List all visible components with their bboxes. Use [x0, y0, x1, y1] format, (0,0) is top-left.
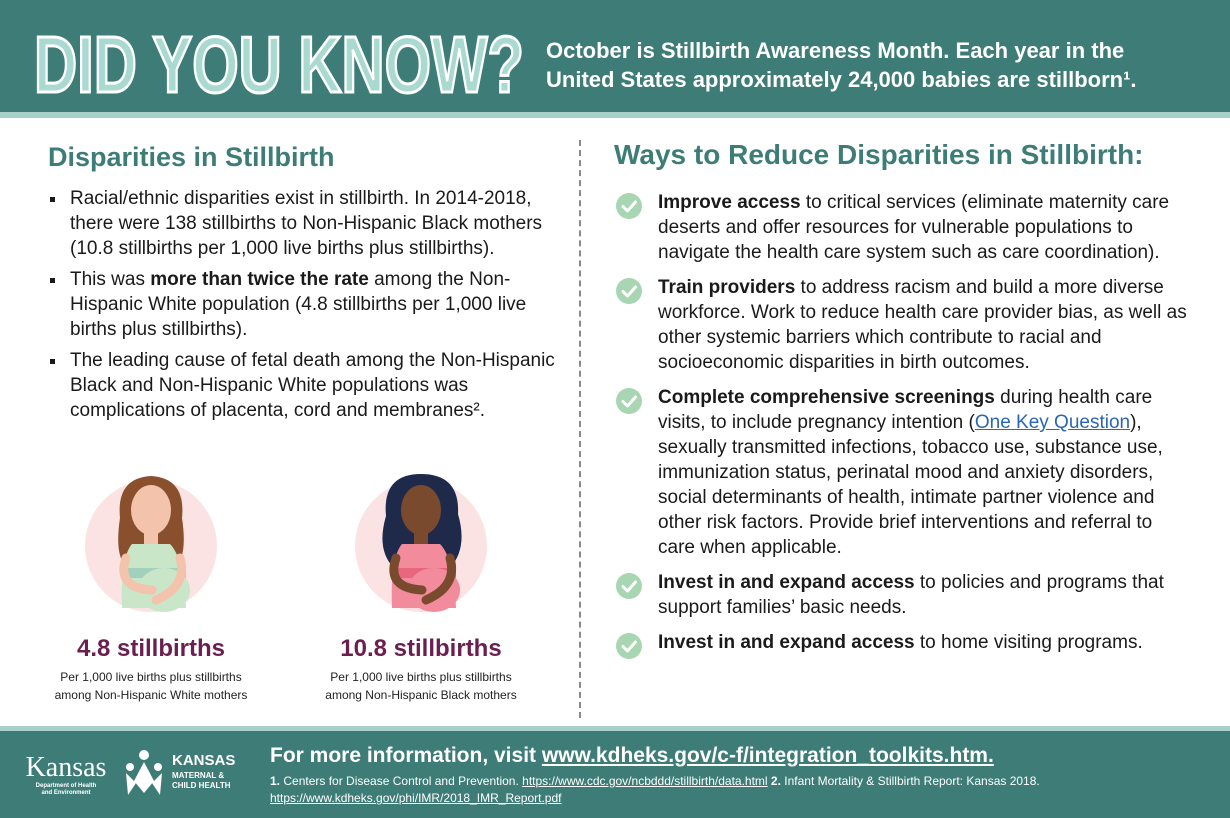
awareness-intro-line1: October is Stillbirth Awareness Month. E… — [546, 38, 1125, 63]
ways-section: Ways to Reduce Disparities in Stillbirth… — [614, 138, 1194, 665]
list-item: The leading cause of fetal death among t… — [50, 348, 563, 423]
check-circle-icon — [616, 388, 642, 414]
ways-title: Ways to Reduce Disparities in Stillbirth… — [614, 139, 1144, 170]
header-banner: DID YOU KNOW? October is Stillbirth Awar… — [0, 0, 1230, 118]
kdhe-logo: Kansas Department of Health and Environm… — [25, 752, 107, 797]
figure-white-mothers: 4.8 stillbirths Per 1,000 live births pl… — [36, 458, 266, 704]
list-item: Improve access to critical services (eli… — [614, 190, 1194, 265]
stat-description: Per 1,000 live births plus stillbirths a… — [325, 670, 517, 702]
list-item: Invest in and expand access to home visi… — [614, 630, 1194, 659]
list-item: Train providers to address racism and bu… — [614, 275, 1194, 375]
column-divider — [579, 140, 581, 718]
awareness-intro: October is Stillbirth Awareness Month. E… — [546, 36, 1216, 94]
check-circle-icon — [616, 633, 642, 659]
ways-list: Improve access to critical services (eli… — [614, 190, 1194, 659]
more-info-line: For more information, visit www.kdheks.g… — [270, 744, 994, 767]
family-figures-icon — [126, 750, 162, 795]
references: 1. Centers for Disease Control and Preve… — [270, 774, 1040, 805]
disparities-title: Disparities in Stillbirth — [48, 142, 335, 172]
disparities-list: Racial/ethnic disparities exist in still… — [50, 186, 563, 423]
check-circle-icon — [616, 278, 642, 304]
stat-description: Per 1,000 live births plus stillbirths a… — [54, 670, 248, 702]
imr-report-link[interactable]: https://www.kdheks.gov/phi/IMR/2018_IMR_… — [270, 791, 562, 805]
list-item: This was more than twice the rate among … — [50, 267, 563, 342]
pregnant-woman-illustration — [85, 476, 217, 612]
did-you-know-heading: DID YOU KNOW? — [33, 19, 526, 107]
list-item: Invest in and expand access to policies … — [614, 570, 1194, 620]
pregnant-woman-illustration — [355, 474, 487, 612]
svg-text:DID YOU KNOW?: DID YOU KNOW? — [34, 20, 524, 106]
toolkit-link[interactable]: www.kdheks.gov/c-f/integration_toolkits.… — [541, 744, 994, 767]
footer: Kansas Department of Health and Environm… — [0, 726, 1230, 818]
awareness-intro-line2: United States approximately 24,000 babie… — [546, 67, 1137, 92]
stat-value: 4.8 stillbirths — [76, 635, 226, 662]
check-circle-icon — [616, 573, 642, 599]
stat-value: 10.8 stillbirths — [340, 635, 502, 662]
list-item: Racial/ethnic disparities exist in still… — [50, 186, 563, 261]
disparities-section: Disparities in Stillbirth Racial/ethnic … — [48, 140, 563, 429]
kansas-mch-logo: KANSAS MATERNAL & CHILD HEALTH — [120, 747, 245, 807]
one-key-question-link[interactable]: One Key Question — [974, 412, 1131, 433]
list-item: Complete comprehensive screenings during… — [614, 385, 1194, 560]
cdc-link[interactable]: https://www.cdc.gov/ncbddd/stillbirth/da… — [522, 774, 768, 788]
check-circle-icon — [616, 193, 642, 219]
figure-black-mothers: 10.8 stillbirths Per 1,000 live births p… — [306, 458, 536, 704]
